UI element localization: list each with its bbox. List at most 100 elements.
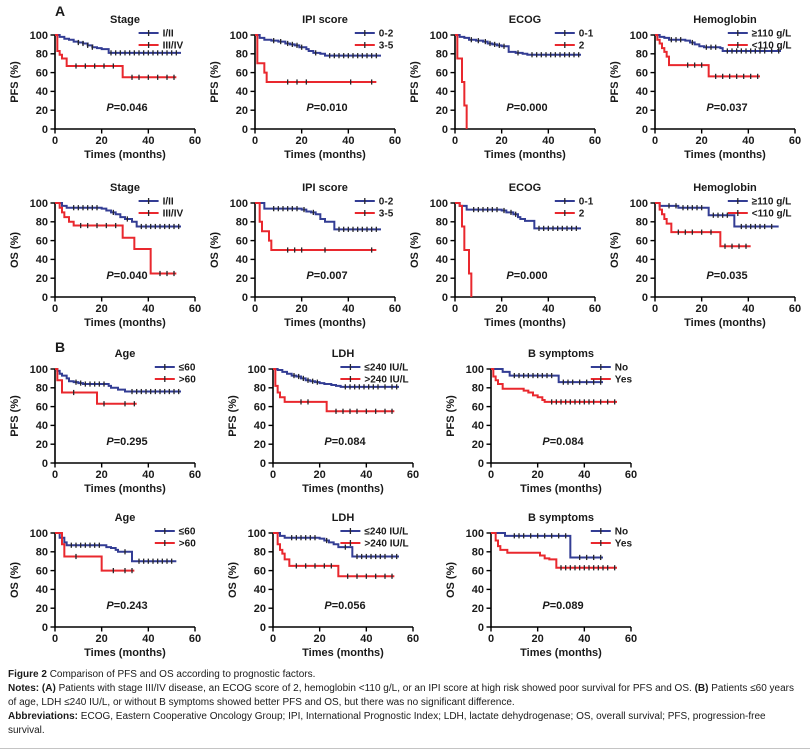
y-tick-label: 60 — [36, 67, 48, 79]
x-axis-label: Times (months) — [684, 317, 766, 329]
x-tick-label: 40 — [578, 633, 590, 645]
p-value-label: P=0.000 — [506, 270, 547, 282]
chart-title: LDH — [332, 348, 355, 360]
y-tick-label: 20 — [436, 105, 448, 117]
legend-item->240 IU/L: >240 IU/L — [340, 539, 409, 550]
y-tick-label: 20 — [636, 105, 648, 117]
x-tick-label: 60 — [407, 633, 419, 645]
y-tick-label: 20 — [436, 273, 448, 285]
legend-item->60: >60 — [154, 539, 196, 550]
y-tick-label: 100 — [430, 30, 448, 42]
y-tick-label: 80 — [36, 217, 48, 229]
x-tick-label: 40 — [360, 633, 372, 645]
y-tick-label: 60 — [636, 67, 648, 79]
y-tick-label: 60 — [436, 67, 448, 79]
legend-item-≤240 IU/L: ≤240 IU/L — [340, 527, 408, 538]
y-axis-label: OS (%) — [609, 232, 621, 268]
chart-title: ECOG — [509, 14, 541, 26]
y-tick-label: 100 — [248, 364, 266, 376]
y-axis-label: PFS (%) — [209, 61, 221, 103]
x-tick-label: 0 — [52, 303, 58, 315]
y-axis-label: PFS (%) — [9, 61, 21, 103]
x-axis-label: Times (months) — [84, 647, 166, 659]
x-tick-label: 0 — [270, 469, 276, 481]
x-axis-label: Times (months) — [284, 317, 366, 329]
p-value-label: P=0.007 — [306, 270, 347, 282]
y-tick-label: 40 — [36, 584, 48, 596]
y-tick-label: 100 — [230, 30, 248, 42]
x-axis-label: Times (months) — [484, 149, 566, 161]
y-tick-label: 100 — [248, 528, 266, 540]
y-tick-label: 40 — [636, 254, 648, 266]
chart-title: ECOG — [509, 182, 541, 194]
x-axis-label: Times (months) — [484, 317, 566, 329]
p-value-label: P=0.037 — [706, 102, 747, 114]
p-value-label: P=0.084 — [324, 436, 366, 448]
x-tick-label: 20 — [496, 303, 508, 315]
y-tick-label: 60 — [36, 565, 48, 577]
chart-title: Hemoglobin — [693, 182, 757, 194]
x-tick-label: 0 — [652, 303, 658, 315]
x-tick-label: 20 — [532, 633, 544, 645]
y-tick-label: 100 — [466, 364, 484, 376]
caption-notes-label: Notes: — [8, 683, 40, 694]
panel-a-label: A — [55, 3, 66, 19]
p-value-label: P=0.010 — [306, 102, 347, 114]
p-value-label: P=0.295 — [106, 436, 147, 448]
km-curve-2 — [455, 202, 473, 297]
y-tick-label: 20 — [472, 439, 484, 451]
legend-item-≥110 g/L: ≥110 g/L — [727, 29, 791, 40]
y-tick-label: 20 — [254, 603, 266, 615]
y-tick-label: 20 — [254, 439, 266, 451]
y-axis-label: OS (%) — [445, 562, 457, 598]
km-curve->60 — [55, 532, 135, 572]
y-tick-label: 80 — [436, 217, 448, 229]
chart-title: Age — [115, 348, 136, 360]
legend-label: ≥110 g/L — [752, 197, 791, 208]
legend-item-0-2: 0-2 — [354, 29, 394, 40]
x-tick-label: 40 — [342, 135, 354, 147]
caption-title: Figure 2 Comparison of PFS and OS accord… — [8, 669, 316, 680]
km-curve-<110 g/L — [655, 34, 760, 78]
axes — [454, 35, 595, 130]
legend-label: 3-5 — [379, 41, 394, 52]
y-tick-label: 80 — [636, 49, 648, 61]
legend-label: 0-2 — [379, 29, 394, 40]
km-chart-b-pfs-age: Age ≤60>60 0 20 40 60 0 20 40 60 80 100 PFS (%) Times… — [9, 348, 201, 495]
y-axis-label: PFS (%) — [609, 61, 621, 103]
y-tick-label: 100 — [630, 30, 648, 42]
km-chart-cell-a-os-hgb: Hemoglobin ≥110 g/L <110 g/L 0 20 40 60 0 20 40 60… — [605, 170, 805, 336]
legend-item-III/IV: III/IV — [138, 209, 184, 220]
x-tick-label: 0 — [652, 135, 658, 147]
y-tick-label: 40 — [254, 420, 266, 432]
legend-item-0-1: 0-1 — [554, 29, 594, 40]
y-tick-label: 60 — [36, 235, 48, 247]
legend-label: 0-2 — [379, 197, 394, 208]
legend-label: I/II — [163, 197, 174, 208]
y-axis-label: PFS (%) — [445, 395, 457, 437]
legend-label: III/IV — [163, 209, 184, 220]
y-tick-label: 40 — [636, 86, 648, 98]
km-curve-≤60 — [55, 368, 181, 393]
km-chart-a-pfs-ipi: IPI score 0-23-5 0 20 40 60 0 20 40 60 80 100 PFS (%… — [209, 14, 401, 161]
legend-item-3-5: 3-5 — [354, 41, 394, 52]
y-axis-label: PFS (%) — [9, 395, 21, 437]
x-axis-label: Times (months) — [520, 647, 602, 659]
km-curve-0-1 — [455, 34, 581, 56]
y-tick-label: 40 — [436, 254, 448, 266]
y-tick-label: 40 — [436, 86, 448, 98]
km-chart-cell-a-os-stage: Stage I/II III/IV 0 20 40 60 0 20 40 60 80 100 OS (%)… — [5, 170, 205, 336]
y-tick-label: 0 — [42, 622, 48, 634]
p-value-label: P=0.000 — [506, 102, 547, 114]
y-tick-label: 60 — [636, 235, 648, 247]
km-chart-a-os-hgb: Hemoglobin ≥110 g/L<110 g/L 0 20 40 60 0 20 40 60… — [609, 182, 801, 329]
y-tick-label: 100 — [30, 364, 48, 376]
x-tick-label: 40 — [342, 303, 354, 315]
x-tick-label: 20 — [532, 469, 544, 481]
x-tick-label: 0 — [488, 469, 494, 481]
y-tick-label: 0 — [42, 458, 48, 470]
x-tick-label: 40 — [142, 469, 154, 481]
p-value-label: P=0.046 — [106, 102, 147, 114]
